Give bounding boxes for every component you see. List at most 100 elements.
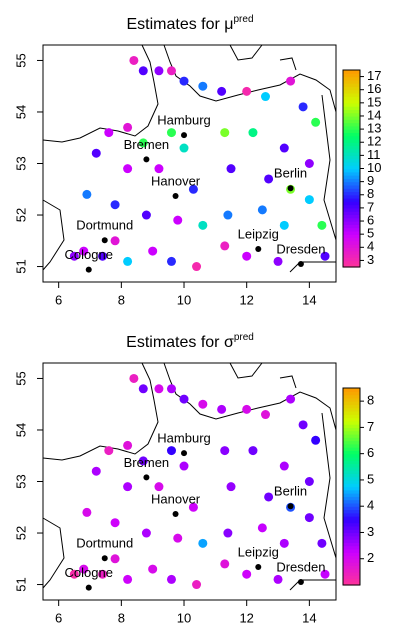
colorbar-tick-label: 7	[367, 419, 374, 434]
colorbar-tick-label: 5	[367, 226, 374, 241]
colorbar-step	[343, 450, 360, 455]
station-point	[154, 66, 164, 76]
station-point	[173, 215, 183, 225]
colorbar-step	[343, 470, 360, 474]
station-point	[110, 200, 120, 210]
colorbar-step	[343, 161, 360, 166]
city-marker	[143, 474, 150, 481]
station-point	[260, 92, 270, 102]
station-point	[223, 528, 233, 538]
station-point	[179, 143, 189, 153]
station-point	[304, 195, 314, 205]
colorbar-step	[343, 234, 360, 239]
y-tick-label: 53	[13, 474, 28, 488]
station-point	[242, 86, 252, 96]
colorbar-tick-label: 2	[367, 550, 374, 565]
station-point	[110, 554, 120, 564]
colorbar-tick-label: 11	[367, 147, 381, 162]
colorbar-step	[343, 463, 360, 468]
station-point	[82, 189, 92, 199]
colorbar-step	[343, 525, 360, 530]
colorbar-step	[343, 394, 360, 399]
city-marker	[181, 132, 188, 139]
y-tick-label: 54	[13, 105, 28, 119]
station-point	[248, 446, 258, 456]
station-point	[198, 399, 208, 409]
city-label: Hanover	[151, 173, 201, 188]
station-point	[69, 251, 79, 261]
colorbar-tick-label: 12	[367, 134, 381, 149]
colorbar-step	[343, 247, 360, 252]
colorbar-step	[343, 79, 360, 84]
station-point	[220, 559, 230, 569]
colorbar-step	[343, 568, 360, 573]
station-point	[192, 262, 202, 272]
colorbar-tick-label: 5	[367, 471, 374, 486]
colorbar-step	[343, 552, 360, 557]
colorbar-step	[343, 476, 360, 481]
colorbar-step	[343, 76, 360, 81]
colorbar-step	[343, 532, 360, 537]
city-marker	[101, 555, 108, 562]
colorbar-step	[343, 575, 360, 580]
colorbar-step	[343, 184, 360, 189]
colorbar-step	[343, 404, 360, 409]
points	[69, 373, 330, 590]
city-label: Hamburg	[157, 431, 210, 446]
station-point	[79, 246, 89, 256]
colorbar-step	[343, 447, 360, 451]
colorbar-step	[343, 257, 360, 262]
colorbar-step	[343, 129, 360, 133]
y-tick-label: 52	[13, 208, 28, 222]
colorbar-tick-label: 3	[367, 524, 374, 539]
x-tick-label: 14	[302, 610, 316, 625]
y-tick-label: 52	[13, 526, 28, 540]
station-point	[257, 205, 267, 215]
station-point	[179, 76, 189, 86]
colorbar-tick-label: 13	[367, 121, 381, 136]
station-point	[166, 66, 176, 76]
station-point	[123, 164, 133, 174]
station-point	[188, 184, 198, 194]
station-point	[223, 210, 233, 220]
colorbar-tick-label: 17	[367, 68, 381, 83]
colorbar-step	[343, 263, 360, 268]
station-point	[154, 164, 164, 174]
city-marker	[297, 260, 304, 267]
y-tick-label: 53	[13, 156, 28, 170]
station-point	[104, 446, 114, 456]
colorbar-step	[343, 175, 360, 179]
station-point	[104, 128, 114, 138]
colorbar-step	[343, 99, 360, 104]
colorbar-step	[343, 70, 360, 74]
colorbar-step	[343, 152, 360, 156]
colorbar-step	[343, 460, 360, 465]
colorbar-step	[343, 509, 360, 514]
x-tick-label: 10	[177, 292, 191, 307]
city-label: Cologne	[65, 565, 113, 580]
station-point	[138, 138, 148, 148]
colorbar-frame	[342, 387, 361, 586]
station-point	[317, 538, 327, 548]
colorbar-step	[343, 145, 360, 150]
colorbar-step	[343, 171, 360, 176]
colorbar-step	[343, 493, 360, 497]
title-text: Estimates for μ	[126, 16, 233, 33]
station-point	[198, 220, 208, 230]
station-point	[138, 66, 148, 76]
x-tick-label: 8	[118, 610, 125, 625]
colorbar-step	[343, 125, 360, 130]
colorbar-step	[343, 122, 360, 127]
city-marker	[287, 503, 294, 510]
colorbar-step	[343, 562, 360, 566]
colorbar-step	[343, 224, 360, 229]
station-point	[129, 373, 139, 383]
station-point	[141, 210, 151, 220]
city-label: Hanover	[151, 491, 201, 506]
city-label: Dortmund	[76, 536, 133, 551]
colorbar-tick-label: 6	[367, 212, 374, 227]
station-point	[123, 122, 133, 132]
colorbar-step	[343, 244, 360, 248]
title-text: Estimates for σ	[126, 334, 234, 351]
colorbar-step	[343, 486, 360, 491]
